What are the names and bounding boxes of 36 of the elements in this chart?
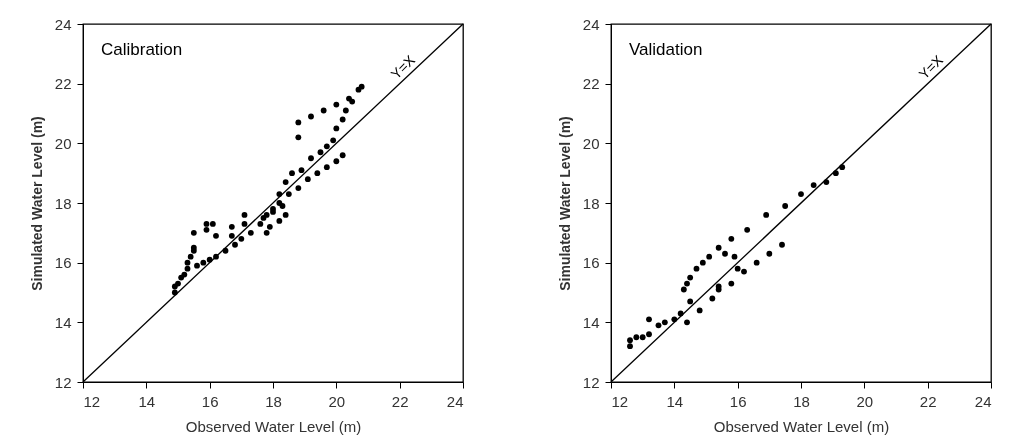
y-axis-title: Simulated Water Level (m) <box>28 116 45 291</box>
y-tick-label: 22 <box>54 75 72 93</box>
x-axis-title: Observed Water Level (m) <box>185 417 362 435</box>
text: Y=X <box>915 51 947 83</box>
x-tick-label: 14 <box>138 392 156 410</box>
annotation: Calibration <box>101 40 183 59</box>
y-tick-label: 16 <box>54 254 72 272</box>
x-tick-label: 20 <box>856 392 874 410</box>
x-tick-label: 12 <box>83 392 101 410</box>
x-tick-label: 16 <box>729 392 747 410</box>
x-tick-label: 18 <box>265 392 282 410</box>
x-tick-label: 16 <box>201 392 219 410</box>
y-tick-label: 24 <box>54 15 72 33</box>
x-tick-label: 22 <box>391 392 409 410</box>
y-tick-label: 12 <box>582 373 600 391</box>
y-tick-label: 14 <box>54 313 72 331</box>
y-tick-label: 22 <box>582 75 600 93</box>
y-tick-label: 12 <box>54 373 72 391</box>
y-tick-label: 20 <box>582 134 600 152</box>
text: Y=X <box>387 51 419 83</box>
x-tick-label: 24 <box>446 392 464 410</box>
x-tick-label: 14 <box>666 392 684 410</box>
y-tick-label: 24 <box>582 15 600 33</box>
y-tick-label: 16 <box>582 254 600 272</box>
y-tick-label: 18 <box>582 194 600 212</box>
y-tick-label: 20 <box>54 134 72 152</box>
x-tick-label: 24 <box>974 392 992 410</box>
x-tick-label: 22 <box>919 392 937 410</box>
x-tick-label: 20 <box>328 392 346 410</box>
y-axis-title: Simulated Water Level (m) <box>556 116 573 291</box>
annotation: Validation <box>629 40 703 59</box>
y-tick-label: 18 <box>54 194 72 212</box>
x-tick-label: 18 <box>793 392 810 410</box>
y-tick-label: 14 <box>582 313 600 331</box>
x-axis-title: Observed Water Level (m) <box>713 417 890 435</box>
x-tick-label: 12 <box>611 392 629 410</box>
